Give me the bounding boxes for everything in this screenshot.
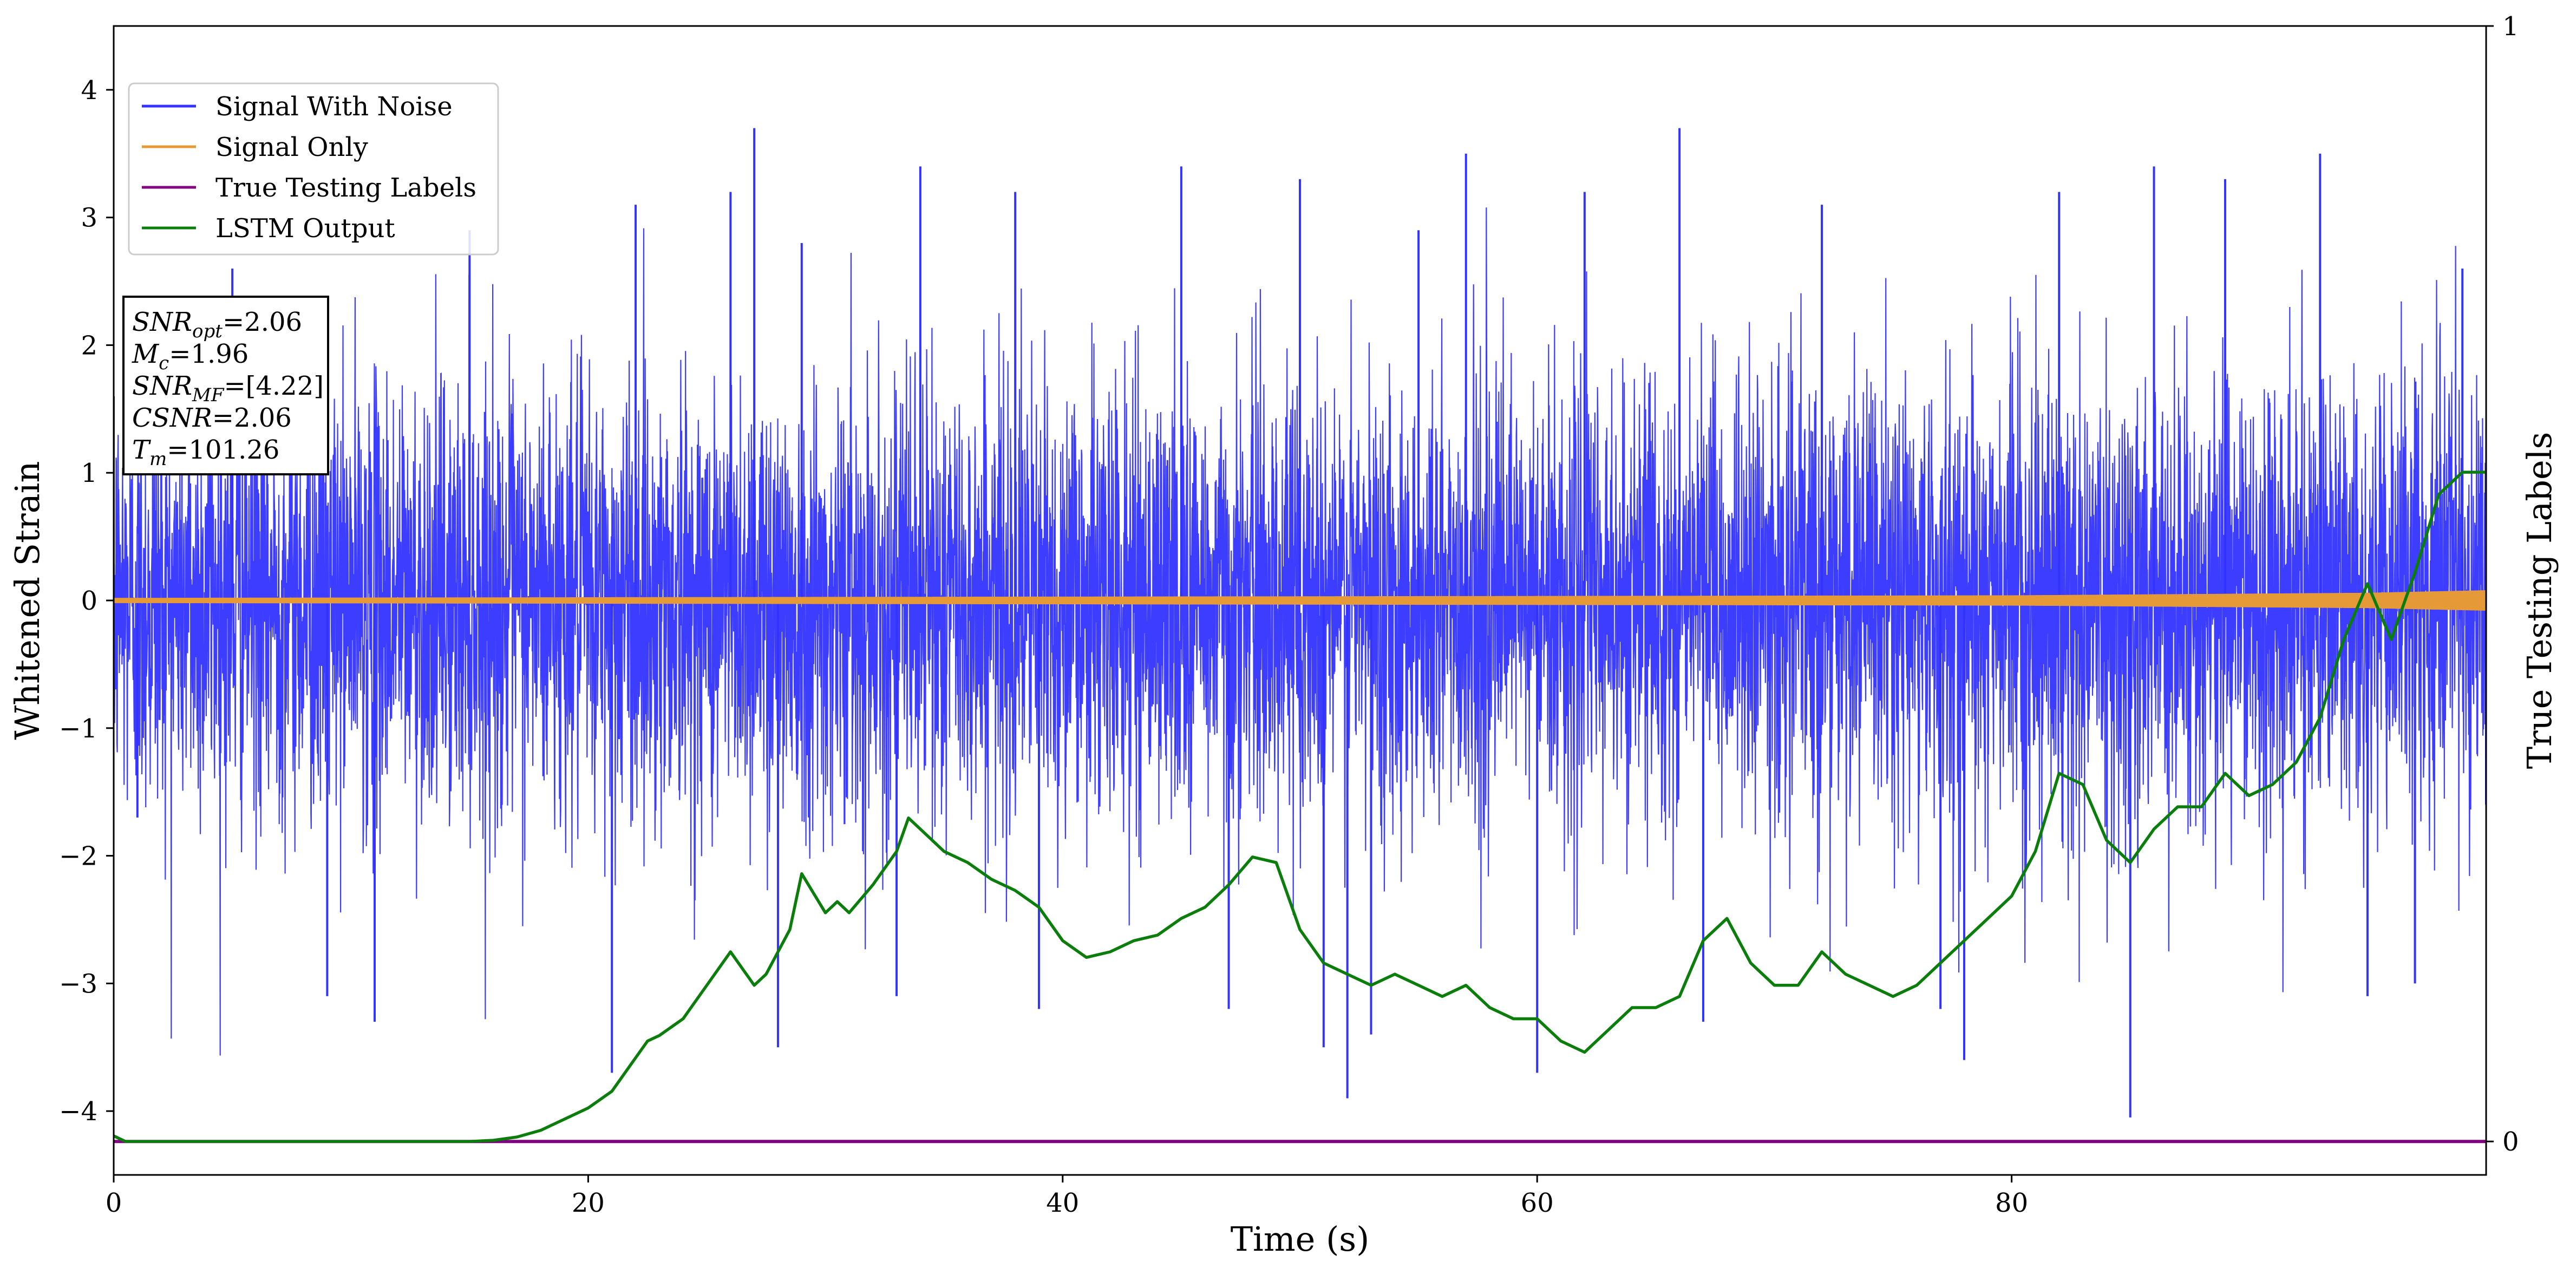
y-tick-label: −4 bbox=[59, 1096, 97, 1127]
series-signal-with-noise bbox=[114, 207, 2486, 1056]
y-tick-label: −2 bbox=[59, 841, 97, 872]
annotation-line: CSNR=2.06 bbox=[132, 403, 292, 433]
annotation-box: SNRopt=2.06Mc=1.96SNRMF=[4.22]CSNR=2.06T… bbox=[122, 296, 329, 475]
signal-with-noise-peaks bbox=[114, 128, 2486, 1118]
legend-label: Signal Only bbox=[215, 132, 368, 162]
y-tick-label: 3 bbox=[81, 203, 97, 233]
x-tick-label: 20 bbox=[572, 1188, 605, 1218]
x-axis-label: Time (s) bbox=[1231, 1219, 1370, 1259]
y-tick-label: 4 bbox=[81, 75, 97, 106]
annotation-line: Mc=1.96 bbox=[132, 339, 249, 374]
annotation-line: SNRMF=[4.22] bbox=[132, 371, 324, 406]
annotation-line: SNRopt=2.06 bbox=[132, 307, 302, 342]
legend-box bbox=[128, 82, 499, 256]
y-axis-label: Whitened Strain bbox=[8, 461, 47, 740]
legend-label: Signal With Noise bbox=[215, 92, 453, 122]
x-tick-label: 60 bbox=[1521, 1188, 1554, 1218]
legend-label: True Testing Labels bbox=[215, 173, 476, 203]
plot-area bbox=[114, 128, 2486, 1144]
y-tick-label: 0 bbox=[81, 586, 97, 616]
y-tick-label: 1 bbox=[81, 458, 97, 488]
series-lstm-output bbox=[114, 471, 2486, 1143]
legend-label: LSTM Output bbox=[215, 213, 395, 244]
y-tick-label: −3 bbox=[59, 969, 97, 999]
y2-axis-label: True Testing Labels bbox=[2520, 432, 2559, 769]
x-tick-label: 0 bbox=[106, 1188, 122, 1218]
y-axis-right: 01 bbox=[2486, 11, 2519, 1157]
y-tick-label: −1 bbox=[59, 714, 97, 744]
x-axis: 0 20 40 60 80 bbox=[106, 1175, 2028, 1218]
x-tick-label: 40 bbox=[1046, 1188, 1079, 1218]
y-tick-label: 2 bbox=[81, 330, 97, 361]
y2-tick-label: 1 bbox=[2502, 11, 2519, 42]
annotation-line: Tm=101.26 bbox=[132, 435, 279, 470]
annotation-frame bbox=[122, 296, 329, 475]
y-axis-left: −4 −3 −2 −1 0 1 2 3 4 bbox=[59, 75, 114, 1127]
y2-tick-label: 0 bbox=[2502, 1127, 2519, 1157]
legend: Signal With Noise Signal Only True Testing… bbox=[128, 82, 499, 256]
series-signal-only bbox=[114, 590, 2486, 611]
x-tick-label: 80 bbox=[1995, 1188, 2028, 1218]
